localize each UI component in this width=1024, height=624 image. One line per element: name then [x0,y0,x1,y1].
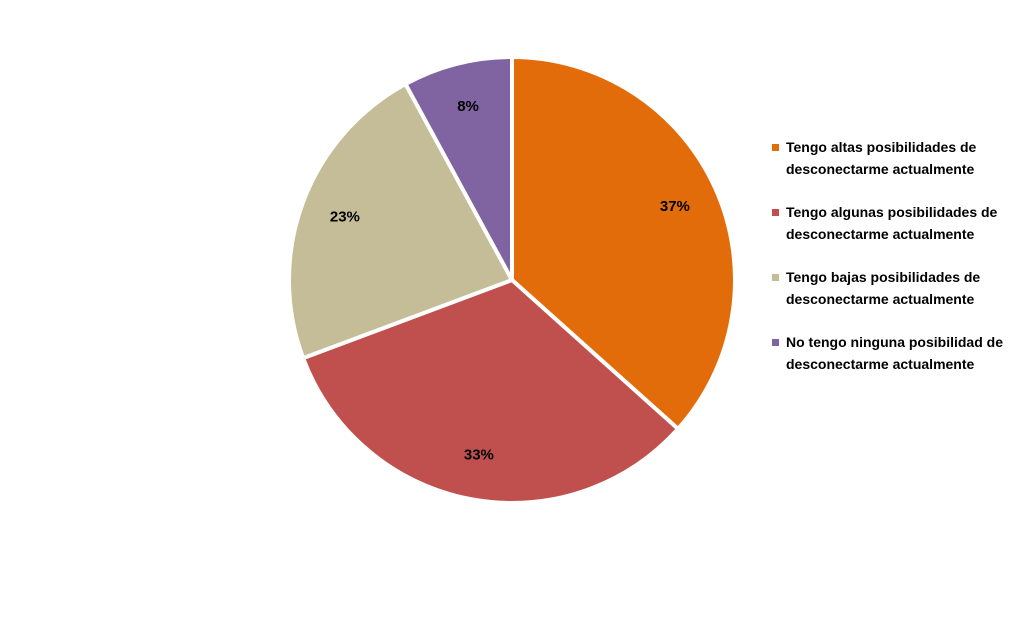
legend-swatch [772,339,779,346]
legend-item: Tengo altas posibilidades de desconectar… [772,136,1017,180]
data-label: 37% [660,198,690,215]
data-label: 23% [330,209,360,226]
legend: Tengo altas posibilidades de desconectar… [772,136,1017,396]
pie-slice [402,54,514,281]
legend-label: No tengo ninguna posibilidad de desconec… [786,334,1003,372]
legend-swatch [772,144,779,151]
pie-slice [287,81,515,361]
data-label: 33% [464,446,494,463]
legend-label: Tengo algunas posibilidades de desconect… [786,204,998,242]
pie-slice [300,277,681,505]
legend-item: Tengo algunas posibilidades de desconect… [772,201,1017,245]
data-label: 8% [457,98,479,115]
legend-label: Tengo bajas posibilidades de desconectar… [786,269,981,307]
pie-slice [510,54,737,432]
legend-item: No tengo ninguna posibilidad de desconec… [772,331,1017,375]
legend-swatch [772,209,779,216]
legend-swatch [772,274,779,281]
legend-label: Tengo altas posibilidades de desconectar… [786,139,977,177]
legend-item: Tengo bajas posibilidades de desconectar… [772,266,1017,310]
